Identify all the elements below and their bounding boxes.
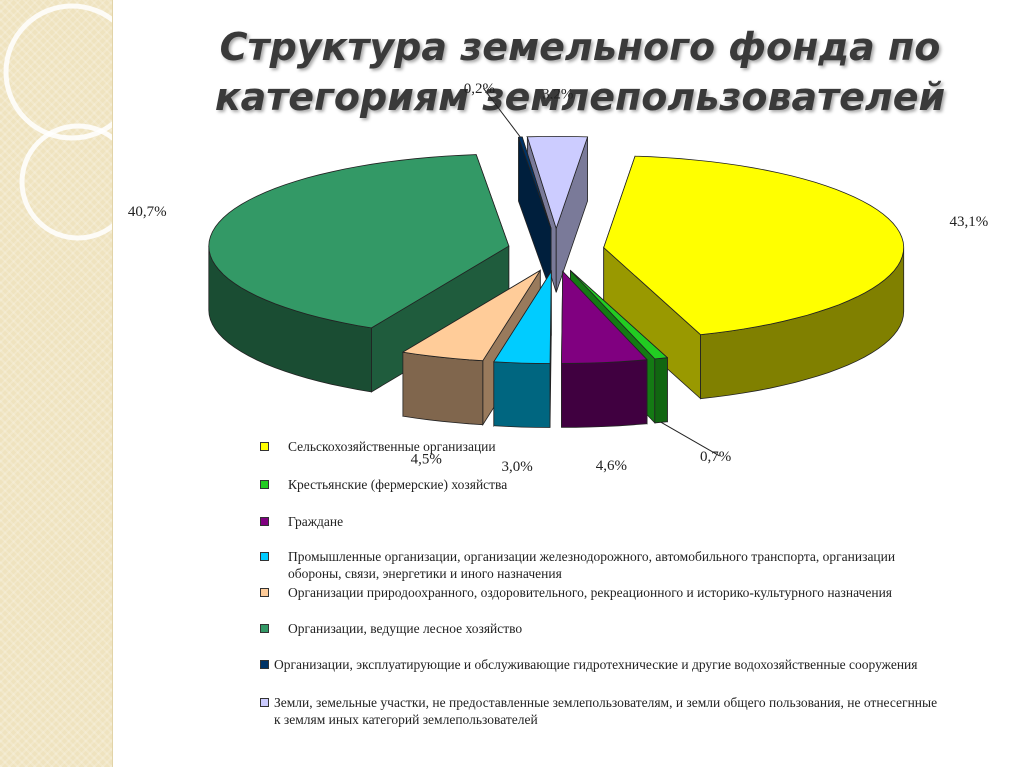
legend-swatch-6	[260, 624, 269, 633]
pie-slice-4	[493, 270, 552, 428]
leader-line-7	[483, 87, 521, 138]
data-label-7: 0,2%	[464, 81, 495, 97]
pie-slice-4-top	[493, 270, 552, 364]
legend-label-5: Организации природоохранного, оздоровите…	[288, 585, 892, 600]
pie-slice-6-top	[208, 154, 510, 329]
pie-slice-7	[518, 136, 552, 293]
legend-label-8: Земли, земельные участки, не предоставле…	[274, 695, 938, 727]
pie-slice-8-top	[525, 135, 589, 230]
data-label-3: 4,6%	[596, 458, 627, 474]
pie-slice-5-side-1	[402, 351, 484, 426]
leader-line-2	[660, 421, 720, 457]
legend-swatch-5	[260, 588, 269, 597]
data-label-5: 4,5%	[411, 452, 442, 468]
pie-slice-3	[561, 270, 648, 428]
legend-label-6: Организации, ведущие лесное хозяйство	[288, 621, 523, 636]
title-line-2: категориям землепользователей	[214, 75, 946, 119]
pie-slice-3-top	[561, 270, 648, 364]
pie-slice-1	[603, 155, 905, 400]
legend-swatch-8	[260, 698, 269, 707]
legend-label-7: Организации, эксплуатирующие и обслужива…	[274, 657, 918, 672]
legend-item-1: Сельскохозяйственные организации	[258, 438, 938, 455]
data-label-6: 40,7%	[128, 204, 167, 220]
legend-label-2: Крестьянские (фермерские) хозяйства	[288, 477, 508, 492]
pie-slice-2-top	[570, 270, 669, 360]
data-label-1: 43,1%	[950, 214, 989, 230]
legend-item-8: Земли, земельные участки, не предоставле…	[258, 694, 938, 728]
pie-slice-6	[208, 154, 510, 393]
pie-slice-2-side-1	[654, 357, 668, 424]
data-label-4: 3,0%	[501, 459, 532, 475]
legend-swatch-1	[260, 442, 269, 451]
legend-label-3: Граждане	[288, 514, 344, 529]
legend-item-5: Организации природоохранного, оздоровите…	[258, 584, 938, 601]
legend-item-4: Промышленные организации, организации же…	[258, 548, 938, 582]
legend-label-1: Сельскохозяйственные организации	[288, 439, 496, 454]
legend-label-4: Промышленные организации, организации же…	[288, 549, 896, 581]
data-label-8: 3,2%	[542, 86, 573, 102]
legend-item-2: Крестьянские (фермерские) хозяйства	[258, 476, 938, 493]
pie-slice-7-top	[518, 136, 552, 229]
decorative-side-band	[0, 0, 113, 767]
legend-item-3: Граждане	[258, 513, 938, 530]
legend-swatch-7	[260, 660, 269, 669]
legend-item-7: Организации, эксплуатирующие и обслужива…	[258, 656, 938, 673]
title-line-1: Структура земельного фонда по	[219, 25, 941, 69]
data-label-2: 0,7%	[700, 449, 731, 465]
legend-swatch-3	[260, 517, 269, 526]
pie-slice-4-side-1	[493, 361, 551, 428]
pie-slice-3-side-1	[561, 359, 648, 428]
slide-title: Структура земельного фонда по категориям…	[150, 22, 1010, 122]
legend-swatch-2	[260, 480, 269, 489]
pie-slice-1-top	[603, 155, 905, 336]
pie-slice-5-top	[401, 270, 541, 362]
decorative-rings	[3, 3, 112, 241]
legend-item-6: Организации, ведущие лесное хозяйство	[258, 620, 938, 637]
legend-swatch-4	[260, 552, 269, 561]
